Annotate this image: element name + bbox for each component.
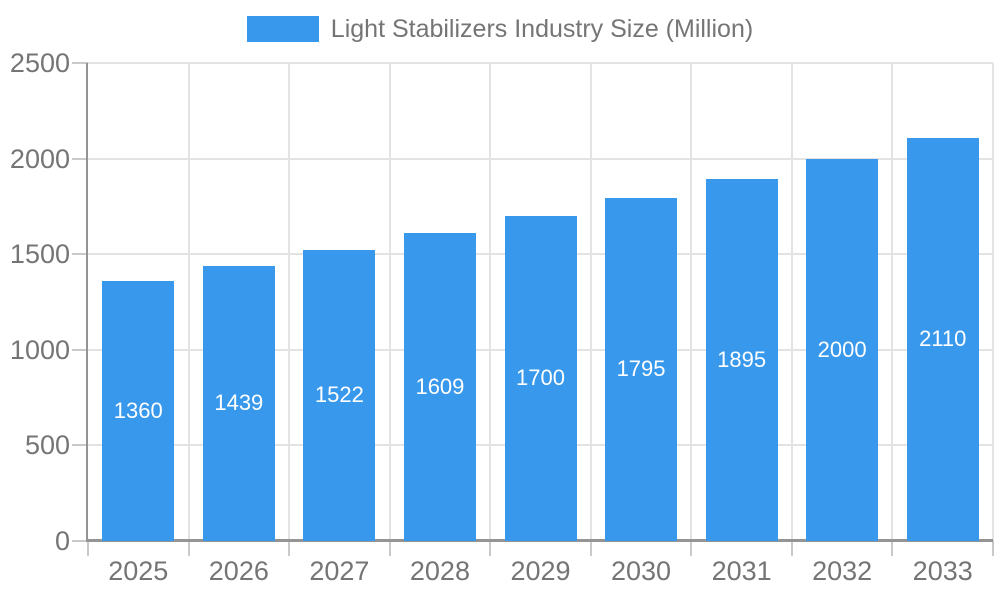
bar[interactable] bbox=[504, 215, 577, 541]
x-axis-tick bbox=[489, 541, 492, 556]
bar-value-label: 1360 bbox=[113, 397, 163, 423]
x-gridline bbox=[589, 63, 592, 541]
y-axis-tick bbox=[72, 62, 88, 64]
x-axis-tick-label: 2026 bbox=[208, 556, 269, 586]
x-gridline bbox=[992, 63, 994, 541]
x-gridline bbox=[790, 63, 793, 541]
x-gridline bbox=[288, 63, 291, 541]
bar-value-label: 1795 bbox=[616, 356, 666, 382]
x-axis-tick-label: 2030 bbox=[611, 556, 672, 586]
y-axis-tick bbox=[72, 157, 88, 160]
bar-value-label: 2110 bbox=[919, 326, 967, 352]
x-axis-tick bbox=[690, 541, 693, 556]
bar[interactable] bbox=[202, 265, 275, 541]
bar[interactable] bbox=[303, 249, 376, 541]
x-axis-tick-label: 2028 bbox=[409, 556, 470, 586]
bar-value-label: 1522 bbox=[314, 382, 364, 408]
x-axis-tick bbox=[992, 541, 994, 556]
y-axis-tick bbox=[72, 540, 88, 542]
x-gridline bbox=[690, 63, 693, 541]
bar[interactable] bbox=[705, 178, 778, 541]
bar[interactable] bbox=[605, 197, 678, 541]
x-axis-tick bbox=[790, 541, 793, 556]
x-axis-tick bbox=[288, 541, 291, 556]
x-gridline bbox=[187, 63, 190, 541]
x-axis-tick bbox=[388, 541, 391, 556]
bar-value-label: 2000 bbox=[817, 336, 867, 362]
legend-label[interactable]: Light Stabilizers Industry Size (Million… bbox=[330, 15, 754, 43]
y-axis-tick-label: 2000 bbox=[9, 143, 70, 174]
bar[interactable] bbox=[102, 280, 175, 541]
bar[interactable] bbox=[403, 233, 476, 541]
x-axis-tick bbox=[589, 541, 592, 556]
x-axis-tick bbox=[891, 541, 894, 556]
x-axis-tick bbox=[87, 541, 89, 556]
y-axis-tick bbox=[72, 444, 88, 447]
y-axis-tick-label: 1500 bbox=[9, 239, 70, 270]
y-axis-tick-label: 1000 bbox=[9, 334, 70, 365]
y-axis-tick-label: 0 bbox=[54, 526, 70, 556]
bar[interactable] bbox=[806, 158, 879, 541]
bar-value-label: 1700 bbox=[516, 365, 565, 391]
x-axis-tick-label: 2032 bbox=[812, 556, 873, 586]
y-axis-tick-label: 500 bbox=[24, 430, 70, 461]
y-axis-line bbox=[86, 63, 88, 541]
bar-value-label: 1609 bbox=[415, 374, 465, 400]
legend[interactable]: Light Stabilizers Industry Size (Million… bbox=[0, 16, 1000, 42]
x-gridline bbox=[388, 63, 391, 541]
y-axis-tick-label: 2500 bbox=[9, 48, 70, 78]
bar[interactable] bbox=[906, 137, 979, 541]
x-axis-tick-label: 2025 bbox=[108, 556, 169, 586]
x-axis-tick-label: 2031 bbox=[711, 556, 772, 586]
x-axis-tick bbox=[187, 541, 190, 556]
x-gridline bbox=[489, 63, 492, 541]
legend-swatch[interactable] bbox=[246, 16, 319, 42]
x-axis-tick-label: 2029 bbox=[510, 556, 571, 586]
x-gridline bbox=[891, 63, 894, 541]
y-axis-tick bbox=[72, 348, 88, 351]
bar-value-label: 1895 bbox=[717, 346, 767, 372]
y-axis-tick bbox=[72, 253, 88, 256]
bar-value-label: 1439 bbox=[214, 390, 264, 416]
y-gridline bbox=[88, 62, 993, 64]
y-gridline bbox=[88, 157, 993, 160]
x-axis-tick-label: 2033 bbox=[912, 556, 973, 586]
x-axis-tick-label: 2027 bbox=[309, 556, 370, 586]
